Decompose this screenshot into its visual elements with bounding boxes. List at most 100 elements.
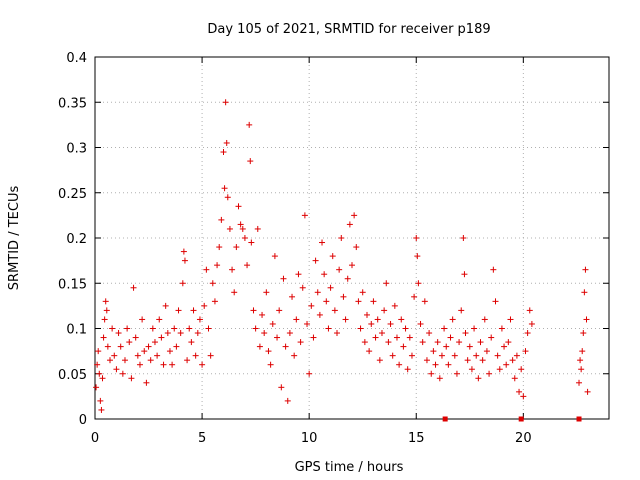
data-point [96, 370, 103, 377]
data-point [338, 235, 345, 241]
data-point [141, 348, 148, 355]
data-point [297, 339, 304, 346]
data-point [94, 361, 101, 368]
data-point [393, 334, 400, 341]
data-point [235, 203, 242, 210]
data-point [263, 289, 270, 296]
data-point [413, 235, 420, 241]
data-point [151, 339, 158, 346]
y-tick-label: 0.2 [66, 232, 87, 247]
data-point [224, 194, 231, 201]
data-point [158, 334, 165, 341]
data-point [180, 248, 187, 255]
data-point [284, 397, 291, 404]
data-point [327, 284, 334, 291]
data-point [578, 366, 585, 373]
data-point [214, 262, 221, 269]
data-point [130, 284, 137, 291]
data-point [126, 339, 133, 346]
data-point [314, 289, 321, 296]
data-point [522, 348, 529, 355]
data-point [310, 334, 317, 341]
data-point [184, 357, 191, 364]
data-point [177, 330, 184, 337]
data-point [237, 221, 244, 228]
data-point [276, 307, 283, 314]
data-point [98, 406, 105, 413]
data-point [220, 149, 227, 156]
data-point [269, 320, 276, 327]
data-point [430, 348, 437, 355]
data-point [186, 325, 193, 332]
data-point [432, 361, 439, 368]
data-point [199, 361, 206, 368]
data-point [299, 284, 306, 291]
data-point [156, 316, 163, 323]
data-point [111, 352, 118, 359]
data-point [524, 330, 531, 337]
data-point [488, 334, 495, 341]
data-point [456, 339, 463, 346]
data-point [95, 348, 102, 355]
data-point [398, 316, 405, 323]
data-point [445, 361, 452, 368]
data-point [247, 158, 254, 165]
data-point [464, 357, 471, 364]
data-point [173, 343, 180, 350]
data-point [169, 361, 176, 368]
data-point [134, 352, 141, 359]
data-point [583, 316, 590, 323]
x-tick-label: 0 [91, 431, 99, 446]
data-point [391, 302, 398, 309]
data-point [359, 289, 366, 296]
data-point [179, 280, 186, 287]
data-point [132, 334, 139, 341]
data-point [520, 393, 527, 400]
y-tick-label: 0.05 [58, 368, 87, 383]
data-point [143, 379, 150, 386]
data-point [404, 366, 411, 373]
data-point [113, 366, 120, 373]
data-point [462, 330, 469, 337]
x-tick-label: 15 [408, 431, 425, 446]
data-point [503, 361, 510, 368]
data-point [492, 298, 499, 305]
data-point [160, 361, 167, 368]
y-axis-label: SRMTID / TECUs [7, 186, 22, 291]
y-tick-label: 0.35 [58, 96, 87, 111]
data-point [428, 370, 435, 377]
data-point [468, 366, 475, 373]
data-point [415, 280, 422, 287]
data-point [241, 235, 248, 241]
data-point [246, 121, 253, 128]
data-point [99, 375, 106, 382]
data-point [181, 257, 188, 264]
data-point [106, 357, 113, 364]
data-point [221, 185, 228, 192]
data-point [139, 316, 146, 323]
data-point [475, 375, 482, 382]
chart-title: Day 105 of 2021, SRMTID for receiver p18… [207, 22, 490, 37]
data-point [417, 320, 424, 327]
data-point [584, 388, 591, 395]
data-point [368, 320, 375, 327]
data-point [580, 330, 587, 337]
data-point [366, 348, 373, 355]
data-point [274, 334, 281, 341]
data-point [376, 357, 383, 364]
data-point [254, 225, 261, 232]
data-point [190, 307, 197, 314]
data-point [490, 266, 497, 273]
data-point [372, 334, 379, 341]
data-point [286, 330, 293, 337]
data-point [477, 339, 484, 346]
zero-point-marker [518, 416, 524, 422]
data-point [250, 307, 257, 314]
data-point [509, 357, 516, 364]
data-point [496, 366, 503, 373]
data-point [441, 325, 448, 332]
data-point [329, 253, 336, 260]
y-tick-label: 0.3 [66, 142, 87, 157]
data-point [414, 253, 421, 260]
data-point [494, 352, 501, 359]
